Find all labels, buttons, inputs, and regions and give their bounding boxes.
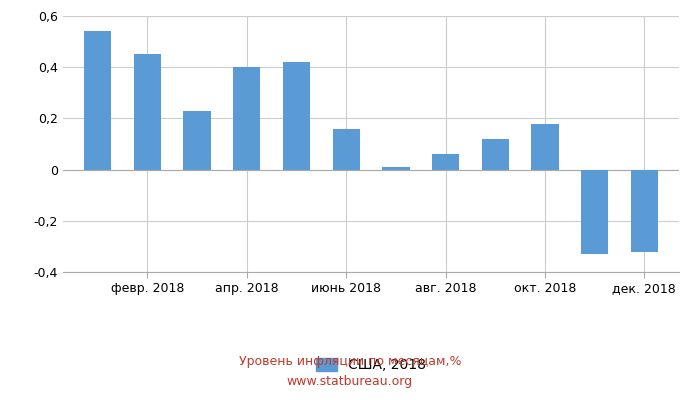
Bar	[531, 124, 559, 170]
Bar	[183, 111, 211, 170]
Bar	[283, 62, 310, 170]
Bar	[581, 170, 608, 254]
Text: www.statbureau.org: www.statbureau.org	[287, 376, 413, 388]
Bar	[134, 54, 161, 170]
Bar	[482, 139, 509, 170]
Bar	[631, 170, 658, 252]
Legend: США, 2018: США, 2018	[311, 352, 431, 378]
Bar	[332, 129, 360, 170]
Bar	[233, 67, 260, 170]
Bar	[84, 31, 111, 170]
Text: Уровень инфляции по месяцам,%: Уровень инфляции по месяцам,%	[239, 356, 461, 368]
Bar	[382, 167, 410, 170]
Bar	[432, 154, 459, 170]
